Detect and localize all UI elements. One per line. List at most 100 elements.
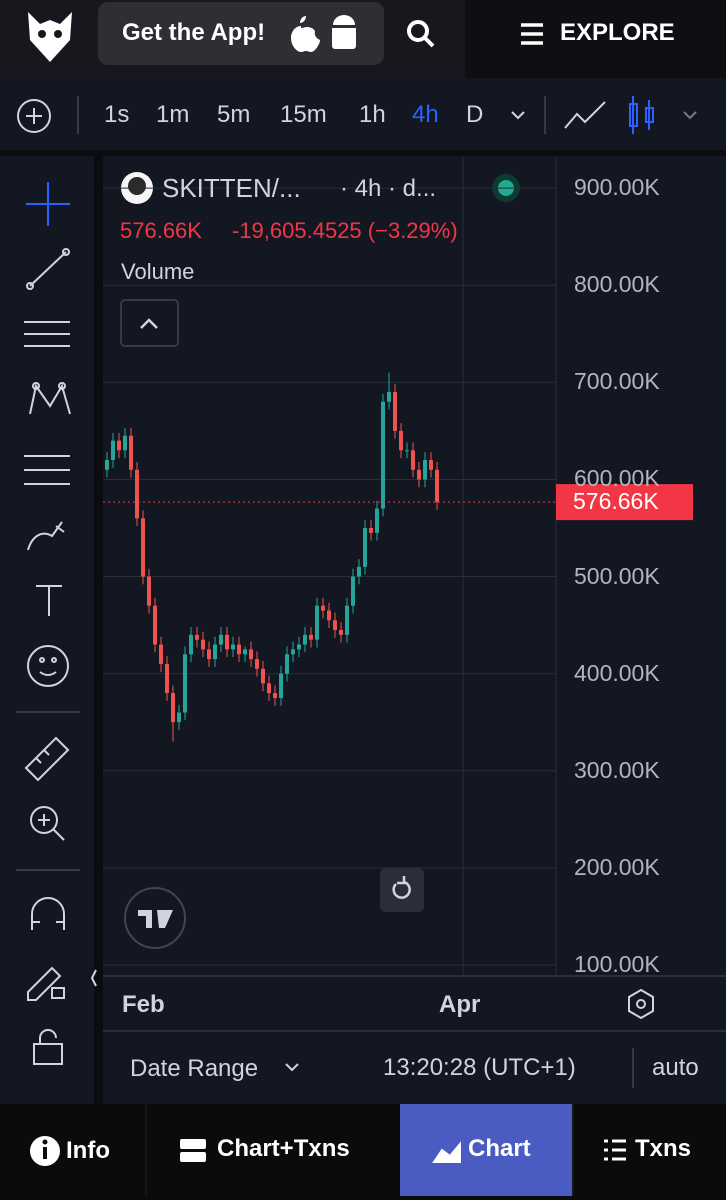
candle-body (213, 644, 217, 660)
candle-body (435, 469, 439, 503)
candle-body (297, 644, 301, 650)
candle-body (303, 634, 307, 645)
legend-price: 576.66K (120, 218, 202, 243)
tab-bar (0, 1104, 726, 1200)
list-icon (604, 1139, 626, 1161)
tab[interactable]: Txns (635, 1135, 692, 1162)
candle-body (429, 460, 433, 470)
candle-body (399, 430, 403, 451)
y-tick-label: 700.00K (574, 368, 660, 395)
tab[interactable]: Info (66, 1137, 110, 1164)
candle-body (189, 634, 193, 655)
candle-body (171, 693, 175, 723)
x-label: Feb (122, 991, 165, 1018)
candle-body (249, 649, 253, 660)
explore[interactable]: EXPLORE (560, 19, 675, 46)
candle-body (177, 712, 181, 723)
candle-body (105, 460, 109, 470)
candle-body (141, 518, 145, 577)
candle-body (369, 528, 373, 533)
candle-body (393, 392, 397, 431)
search-icon[interactable] (407, 20, 435, 48)
reset-icon (392, 876, 411, 899)
candle-body (147, 576, 151, 606)
y-tick-label: 400.00K (574, 659, 660, 686)
candle-body (183, 654, 187, 713)
study: Volume (121, 259, 195, 284)
candle-body (135, 469, 139, 519)
candle-body (375, 508, 379, 533)
app-button[interactable]: Get the App! (122, 19, 266, 46)
candle-body (285, 654, 289, 674)
chevron[interactable] (683, 111, 697, 120)
candle-body (279, 673, 283, 698)
timeframe[interactable]: 1m (156, 101, 190, 128)
timeframe[interactable]: 4h (412, 101, 439, 128)
active-tab-bg[interactable] (400, 1104, 572, 1196)
candle-body (219, 634, 223, 645)
timeframe[interactable]: 15m (280, 101, 327, 128)
explore-bg (465, 0, 726, 78)
split-icon (180, 1152, 206, 1162)
candle-body (405, 450, 409, 452)
tab[interactable]: Chart+Txns (217, 1135, 350, 1162)
candle-body (351, 576, 355, 606)
y-tick-label: 800.00K (574, 271, 660, 298)
info-icon (42, 1139, 48, 1145)
plot (103, 187, 693, 966)
timeframe[interactable]: D (466, 101, 484, 128)
menu-icon[interactable] (521, 23, 543, 45)
y-tick-label: 200.00K (574, 853, 660, 880)
tab[interactable]: Chart (468, 1135, 531, 1162)
y-tick-label: 500.00K (574, 562, 660, 589)
add-icon[interactable] (17, 99, 51, 133)
last-price-tag (556, 484, 693, 521)
candle-body (333, 620, 337, 630)
candle-body (309, 634, 313, 640)
reset-button[interactable] (380, 868, 424, 912)
candle-style-icon[interactable] (629, 96, 654, 134)
chevron[interactable] (285, 1063, 299, 1072)
candle-body (261, 668, 265, 684)
candle-body (111, 440, 115, 461)
line-style-icon[interactable] (564, 101, 606, 129)
candle-body (291, 649, 295, 655)
split-icon (180, 1139, 206, 1149)
separator (0, 150, 726, 156)
chevron[interactable] (511, 111, 525, 120)
collapse-button[interactable] (120, 299, 179, 347)
candle-body (123, 435, 127, 451)
candle-body (159, 644, 163, 664)
candle-body (225, 634, 229, 650)
candle-body (243, 649, 247, 655)
timeframe[interactable]: 1s (104, 101, 130, 128)
candle-body (117, 440, 121, 451)
scale[interactable]: auto (652, 1054, 699, 1081)
interval: · 4h · d... (340, 175, 437, 202)
last-price-label: 576.66K (573, 488, 659, 515)
legend-change: -19,605.4525 (−3.29%) (232, 218, 458, 243)
axis-line (103, 975, 726, 977)
candle-body (195, 634, 199, 640)
drawing-tools[interactable] (16, 182, 97, 1065)
chart-icon (432, 1141, 461, 1163)
tv-logo[interactable] (124, 887, 186, 949)
x-label: Apr (439, 991, 481, 1018)
timeframe[interactable]: 1h (359, 101, 386, 128)
date-range[interactable]: Date Range (130, 1055, 259, 1082)
settings-icon[interactable] (628, 988, 654, 1020)
candle-body (327, 610, 331, 621)
logo (28, 12, 72, 62)
y-tick-label: 300.00K (574, 756, 660, 783)
candle-body (339, 629, 343, 635)
candle-body (357, 566, 361, 577)
timeframe[interactable]: 5m (217, 101, 251, 128)
candle-body (267, 683, 271, 694)
candle-body (321, 605, 325, 611)
y-tick-label: 100.00K (574, 950, 660, 977)
settings-icon (636, 999, 646, 1009)
candle-body (273, 693, 277, 698)
candle-body (345, 605, 349, 635)
